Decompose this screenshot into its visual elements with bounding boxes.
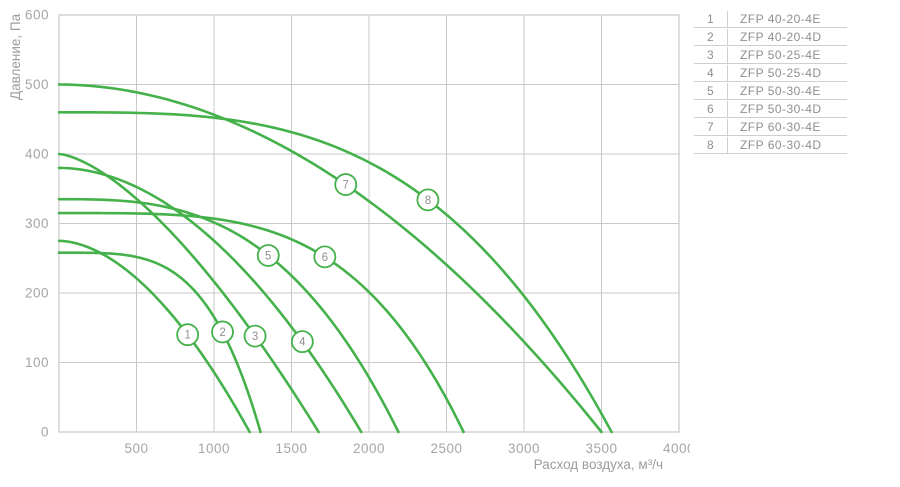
y-tick-label: 100 xyxy=(25,355,49,370)
legend-row-label: ZFP 60-30-4E xyxy=(740,119,821,134)
legend-row-number: 3 xyxy=(694,46,728,63)
marker-number-7: 7 xyxy=(343,180,349,192)
marker-number-5: 5 xyxy=(265,250,271,262)
legend-row-number: 7 xyxy=(694,118,728,135)
marker-number-6: 6 xyxy=(322,252,328,264)
curve-marker-7: 7 xyxy=(334,173,358,196)
legend-row-1: 1 ZFP 40-20-4E xyxy=(694,10,847,28)
y-axis-title: Давление, Па xyxy=(8,13,23,100)
performance-chart-svg: 1 2 3 4 5 6 7 8 Давление, Па Расход воздуха, м³… xyxy=(8,8,695,473)
plot-border xyxy=(58,14,680,433)
curve-7 xyxy=(57,83,603,434)
x-tick-label: 500 xyxy=(124,441,148,456)
y-tick-label: 300 xyxy=(25,216,49,231)
legend-row-number: 6 xyxy=(694,100,728,117)
curve-3 xyxy=(57,152,320,434)
curve-6 xyxy=(57,211,465,434)
label-layer: Давление, Па Расход воздуха, м³/ч 500 100… xyxy=(8,8,695,473)
y-tick-label: 200 xyxy=(25,286,49,301)
x-tick-label: 3000 xyxy=(508,441,540,456)
legend-row-3: 3 ZFP 50-25-4E xyxy=(694,46,847,64)
marker-number-8: 8 xyxy=(425,195,431,207)
grid-layer xyxy=(58,14,680,433)
legend-row-label: ZFP 60-30-4D xyxy=(740,137,822,152)
marker-circle-6 xyxy=(313,245,337,269)
marker-circle-3 xyxy=(243,324,267,348)
legend-row-number: 1 xyxy=(694,10,728,27)
chart-area: 1 2 3 4 5 6 7 8 Давление, Па Расход воздуха, м³… xyxy=(8,8,695,473)
x-tick-label: 2000 xyxy=(353,441,385,456)
marker-circle-2 xyxy=(211,320,234,344)
curve-marker-5: 5 xyxy=(256,244,280,267)
x-tick-label: 2500 xyxy=(430,441,462,456)
marker-circle-5 xyxy=(256,244,280,267)
legend-row-2: 2 ZFP 40-20-4D xyxy=(694,28,847,46)
legend-row-number: 5 xyxy=(694,82,728,99)
legend-row-label: ZFP 50-30-4D xyxy=(740,101,822,116)
legend-row-4: 4 ZFP 50-25-4D xyxy=(694,64,847,82)
x-tick-label: 1000 xyxy=(198,441,230,456)
x-tick-label: 1500 xyxy=(275,441,307,456)
curve-marker-2: 2 xyxy=(211,320,234,344)
marker-number-2: 2 xyxy=(219,327,225,339)
legend-row-number: 2 xyxy=(694,28,728,45)
curve-marker-8: 8 xyxy=(416,188,440,212)
marker-number-1: 1 xyxy=(184,330,190,342)
curve-4 xyxy=(57,166,363,434)
x-axis-title: Расход воздуха, м³/ч xyxy=(534,457,663,472)
y-tick-label: 400 xyxy=(25,147,49,162)
marker-number-4: 4 xyxy=(299,337,306,349)
marker-layer: 1 2 3 4 5 6 7 8 xyxy=(176,173,440,354)
marker-circle-7 xyxy=(334,173,358,196)
legend-row-8: 8 ZFP 60-30-4D xyxy=(694,136,847,154)
y-tick-label: 0 xyxy=(41,425,49,440)
legend-row-label: ZFP 50-30-4E xyxy=(740,83,821,98)
curve-marker-6: 6 xyxy=(313,245,337,269)
marker-circle-8 xyxy=(416,188,440,212)
legend-row-number: 8 xyxy=(694,136,728,153)
y-tick-label: 500 xyxy=(25,77,49,92)
curve-1 xyxy=(57,239,251,434)
legend-row-6: 6 ZFP 50-30-4D xyxy=(694,100,847,118)
curve-marker-4: 4 xyxy=(290,330,314,354)
x-tick-label: 3500 xyxy=(585,441,617,456)
legend-row-7: 7 ZFP 60-30-4E xyxy=(694,118,847,136)
marker-number-3: 3 xyxy=(252,331,258,343)
curve-marker-1: 1 xyxy=(176,323,200,347)
legend-row-label: ZFP 40-20-4E xyxy=(740,11,821,26)
curve-8 xyxy=(57,111,613,434)
legend-row-label: ZFP 50-25-4D xyxy=(740,65,822,80)
legend-row-number: 4 xyxy=(694,64,728,81)
legend-row-label: ZFP 40-20-4D xyxy=(740,29,822,44)
y-tick-label: 600 xyxy=(25,8,49,23)
marker-circle-4 xyxy=(290,330,314,354)
curve-2 xyxy=(57,251,262,434)
marker-circle-1 xyxy=(176,323,200,347)
legend-row-label: ZFP 50-25-4E xyxy=(740,47,821,62)
legend-table: 1 ZFP 40-20-4E 2 ZFP 40-20-4D 3 ZFP 50-25-4E 4… xyxy=(694,10,847,154)
curve-marker-3: 3 xyxy=(243,324,267,348)
curve-5 xyxy=(57,197,400,434)
legend-row-5: 5 ZFP 50-30-4E xyxy=(694,82,847,100)
